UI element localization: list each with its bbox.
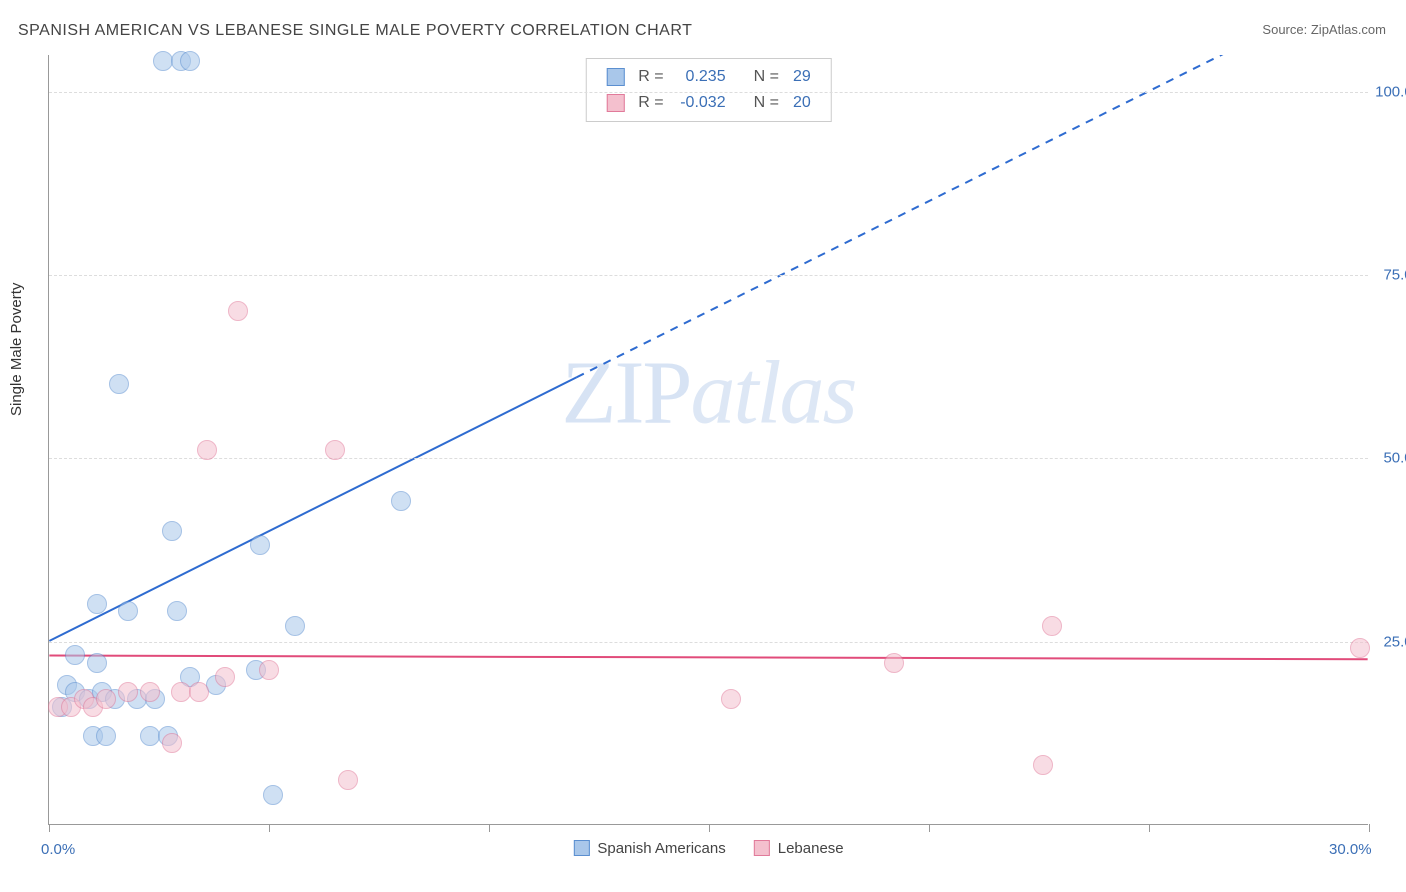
data-point — [180, 51, 200, 71]
data-point — [140, 682, 160, 702]
legend-n-value: 29 — [787, 65, 817, 89]
x-tick — [269, 824, 270, 832]
data-point — [87, 653, 107, 673]
gridline-h — [49, 275, 1368, 276]
legend-correlation-row: R =-0.032 N =20 — [600, 91, 816, 115]
data-point — [250, 535, 270, 555]
data-point — [391, 491, 411, 511]
x-tick — [1149, 824, 1150, 832]
data-point — [215, 667, 235, 687]
x-tick — [929, 824, 930, 832]
data-point — [338, 770, 358, 790]
x-tick-label: 30.0% — [1329, 841, 1372, 858]
y-tick-label: 50.0% — [1374, 450, 1406, 467]
correlation-legend: R =0.235 N =29 R =-0.032 N =20 — [585, 58, 831, 122]
y-tick-label: 100.0% — [1374, 83, 1406, 100]
x-tick — [489, 824, 490, 832]
data-point — [167, 601, 187, 621]
legend-r-value: -0.032 — [672, 91, 732, 115]
legend-r-label: R = — [632, 91, 669, 115]
legend-n-value: 20 — [787, 91, 817, 115]
data-point — [1350, 638, 1370, 658]
data-point — [325, 440, 345, 460]
data-point — [1042, 616, 1062, 636]
data-point — [96, 726, 116, 746]
x-tick-label: 0.0% — [41, 841, 75, 858]
y-axis-label: Single Male Poverty — [8, 283, 25, 416]
watermark-zip: ZIP — [561, 344, 690, 443]
data-point — [259, 660, 279, 680]
data-point — [263, 785, 283, 805]
legend-n-label: N = — [748, 65, 785, 89]
legend-correlation-row: R =0.235 N =29 — [600, 65, 816, 89]
legend-r-value: 0.235 — [672, 65, 732, 89]
legend-swatch — [754, 840, 770, 856]
data-point — [118, 682, 138, 702]
data-point — [162, 521, 182, 541]
data-point — [65, 645, 85, 665]
data-point — [228, 301, 248, 321]
chart-container: SPANISH AMERICAN VS LEBANESE SINGLE MALE… — [0, 0, 1406, 892]
y-tick-label: 75.0% — [1374, 267, 1406, 284]
regression-lines-layer — [49, 55, 1368, 824]
legend-series-item: Lebanese — [754, 840, 844, 857]
data-point — [87, 594, 107, 614]
watermark-atlas: atlas — [690, 344, 855, 443]
data-point — [1033, 755, 1053, 775]
source-link[interactable]: ZipAtlas.com — [1311, 22, 1386, 37]
gridline-h — [49, 458, 1368, 459]
watermark: ZIPatlas — [561, 342, 855, 445]
y-tick-label: 25.0% — [1374, 633, 1406, 650]
data-point — [189, 682, 209, 702]
legend-series-label: Lebanese — [778, 840, 844, 857]
legend-series-label: Spanish Americans — [597, 840, 725, 857]
legend-swatch — [606, 94, 624, 112]
x-tick — [1369, 824, 1370, 832]
gridline-h — [49, 642, 1368, 643]
legend-swatch — [606, 68, 624, 86]
source-attribution: Source: ZipAtlas.com — [1262, 22, 1386, 37]
data-point — [118, 601, 138, 621]
data-point — [285, 616, 305, 636]
regression-line — [49, 656, 1367, 660]
data-point — [884, 653, 904, 673]
series-legend: Spanish Americans Lebanese — [559, 840, 857, 861]
data-point — [162, 733, 182, 753]
chart-title: SPANISH AMERICAN VS LEBANESE SINGLE MALE… — [18, 22, 692, 40]
data-point — [197, 440, 217, 460]
legend-swatch — [573, 840, 589, 856]
legend-series-item: Spanish Americans — [573, 840, 725, 857]
legend-n-label: N = — [748, 91, 785, 115]
gridline-h — [49, 92, 1368, 93]
plot-area: ZIPatlas R =0.235N =29R =-0.032N =20 Spa… — [48, 55, 1368, 825]
source-label: Source: — [1262, 22, 1307, 37]
x-tick — [49, 824, 50, 832]
x-tick — [709, 824, 710, 832]
legend-r-label: R = — [632, 65, 669, 89]
data-point — [96, 689, 116, 709]
data-point — [721, 689, 741, 709]
data-point — [109, 374, 129, 394]
